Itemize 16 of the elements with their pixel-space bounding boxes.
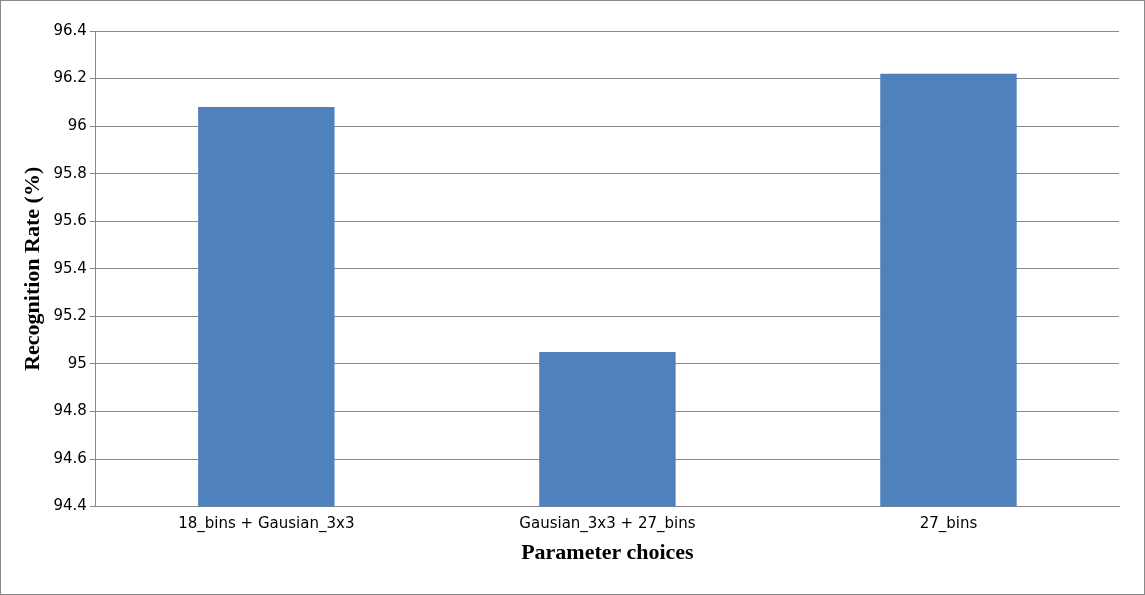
y-tick-label: 96.2: [53, 68, 87, 87]
y-axis-title: Recognition Rate (%): [18, 166, 44, 371]
y-tick-label: 96.4: [53, 20, 87, 39]
x-tick-label: 27_bins: [919, 514, 978, 534]
y-tick-label: 95: [67, 353, 87, 372]
y-tick-label: 96: [67, 116, 87, 135]
x-tick-label: 18_bins + Gausian_3x3: [178, 514, 355, 534]
y-tick-label: 94.8: [53, 401, 87, 420]
y-tick-label: 94.6: [53, 448, 87, 467]
x-tick-label: Gausian_3x3 + 27_bins: [519, 514, 696, 534]
y-tick-label: 95.6: [53, 211, 87, 230]
y-tick-label: 95.4: [53, 258, 87, 277]
y-tick-label: 95.8: [53, 163, 87, 182]
y-tick-label: 94.4: [53, 496, 87, 515]
x-axis-title: Parameter choices: [521, 539, 695, 565]
y-tick-label: 95.2: [53, 306, 87, 325]
